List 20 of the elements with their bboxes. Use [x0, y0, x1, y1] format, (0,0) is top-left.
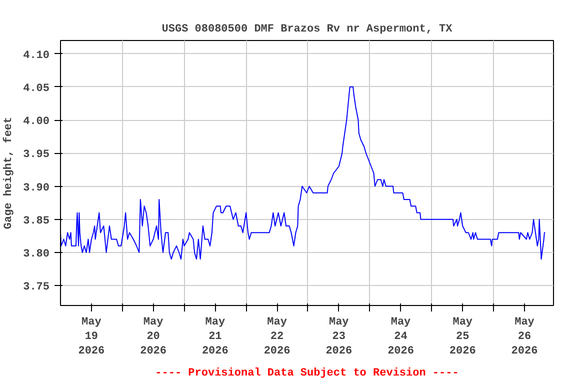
y-tick-label: 4.05	[23, 82, 50, 95]
x-tick-label: May 26 2026	[511, 316, 538, 358]
x-tick-label: May 21 2026	[202, 316, 228, 358]
y-tick-label: 4.00	[23, 116, 50, 128]
text: ---- Provisional Data Subject to Revision ----	[155, 368, 459, 380]
y-tick-label: 3.75	[23, 282, 50, 294]
y-tick-label: 3.80	[23, 248, 50, 260]
x-tick-label: May 25 2026	[449, 316, 476, 358]
y-axis-title: Gage height, feet	[2, 116, 16, 230]
y-tick-label: 3.90	[23, 182, 50, 194]
y-tick-label: 3.95	[23, 149, 50, 162]
x-tick-label: May 24 2026	[388, 316, 414, 358]
chart-title: USGS 08080500 DMF Brazos Rv nr Aspermont, TX	[162, 24, 453, 36]
x-tick-label: May 19 2026	[78, 316, 105, 358]
y-tick-label: 4.10	[23, 50, 50, 62]
y-tick-label: 3.85	[23, 215, 50, 228]
x-tick-label: May 20 2026	[140, 316, 167, 358]
x-tick-label: May 22 2026	[264, 316, 290, 358]
line-series	[60, 86, 546, 260]
x-tick-label: May 23 2026	[326, 316, 352, 358]
